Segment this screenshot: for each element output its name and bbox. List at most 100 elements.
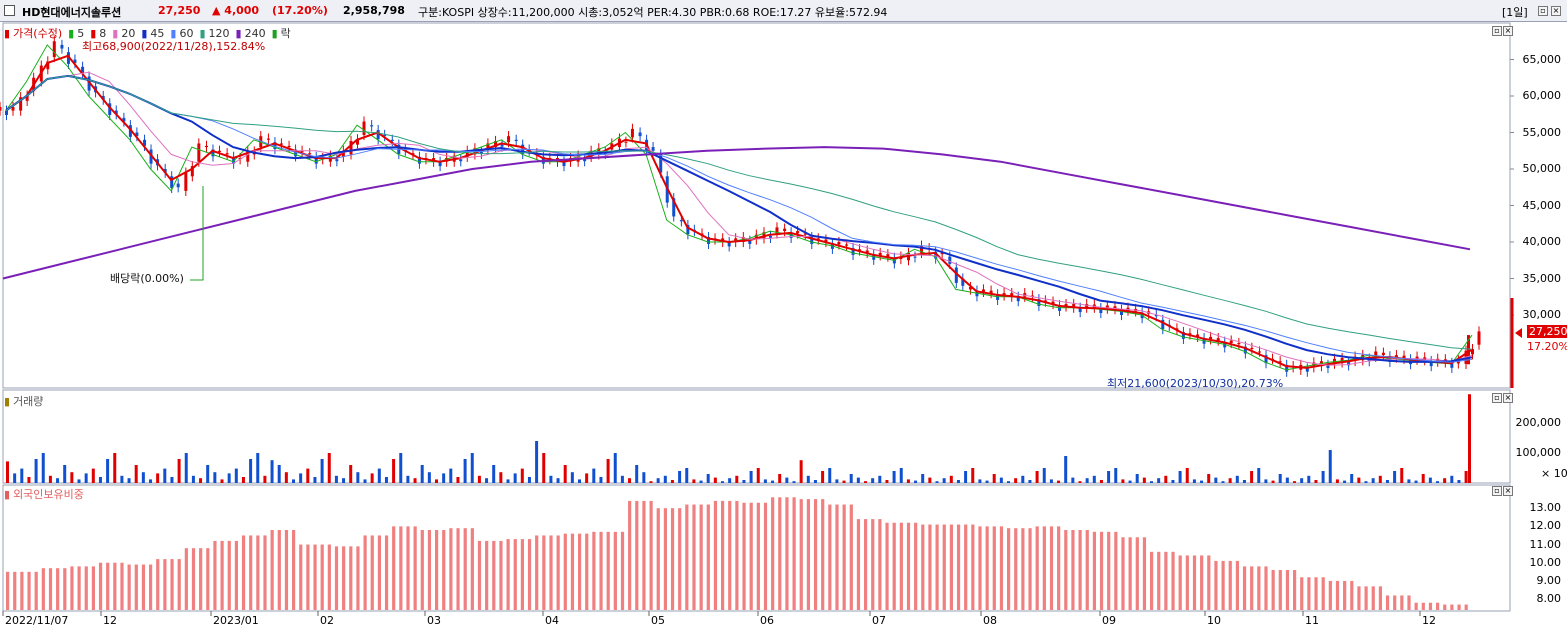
volume-bar bbox=[1200, 480, 1204, 483]
foreign-bar bbox=[456, 528, 460, 610]
panel-close-icon[interactable]: × bbox=[1503, 26, 1513, 36]
volume-bar bbox=[477, 475, 481, 483]
volume-bar bbox=[20, 468, 24, 483]
price-pointer bbox=[1515, 328, 1522, 338]
period-button[interactable]: [1일] bbox=[1502, 6, 1528, 19]
candle-body bbox=[1037, 299, 1041, 306]
candle-body bbox=[73, 59, 77, 64]
volume-bar bbox=[1049, 479, 1053, 483]
panel-max-icon[interactable]: ▫ bbox=[1492, 26, 1502, 36]
volume-max-icon[interactable]: ▫ bbox=[1492, 393, 1502, 403]
price-tick-label: 55,000 bbox=[1522, 125, 1562, 139]
volume-bar bbox=[1235, 475, 1239, 483]
foreign-bar bbox=[921, 524, 925, 610]
candle-body bbox=[1237, 342, 1241, 345]
candle-body bbox=[259, 136, 263, 148]
foreign-max-icon[interactable]: ▫ bbox=[1492, 486, 1502, 496]
foreign-bar bbox=[506, 539, 510, 610]
foreign-bar bbox=[713, 500, 718, 610]
x-tick-label: 07 bbox=[872, 614, 886, 627]
foreign-bar bbox=[778, 497, 782, 610]
foreign-bar bbox=[1171, 551, 1175, 610]
volume-bar bbox=[392, 459, 396, 483]
candle-body bbox=[954, 267, 958, 283]
volume-bar bbox=[356, 472, 360, 483]
select-checkbox[interactable] bbox=[4, 5, 15, 16]
candle-body bbox=[390, 139, 394, 142]
volume-bar bbox=[327, 453, 331, 483]
volume-bar bbox=[1357, 477, 1361, 483]
volume-bar bbox=[1114, 468, 1118, 483]
volume-close-icon[interactable]: × bbox=[1503, 393, 1513, 403]
foreign-bar bbox=[578, 533, 582, 610]
volume-legend: ▮ 거래량 bbox=[4, 395, 44, 408]
volume-bar bbox=[1171, 480, 1175, 483]
foreign-bar bbox=[685, 504, 689, 610]
volume-bar bbox=[663, 475, 667, 483]
foreign-bar bbox=[763, 502, 768, 610]
volume-bar bbox=[1042, 468, 1046, 483]
foreign-bar bbox=[120, 562, 124, 610]
foreign-bar bbox=[370, 535, 374, 610]
candle-body bbox=[52, 41, 56, 58]
foreign-bar bbox=[492, 540, 496, 610]
candle-body bbox=[500, 144, 504, 147]
foreign-bar bbox=[156, 559, 160, 610]
legend-item-6: ▮ 120 bbox=[199, 27, 230, 40]
volume-legend-label: 거래량 bbox=[13, 395, 44, 408]
foreign-tick-label: 13.00 bbox=[1529, 501, 1562, 515]
foreign-bar bbox=[1057, 526, 1061, 610]
volume-bar bbox=[156, 473, 160, 483]
candle-body bbox=[1043, 300, 1047, 302]
candle-body bbox=[494, 141, 498, 148]
volume-bar bbox=[184, 453, 188, 483]
foreign-bar bbox=[892, 522, 896, 610]
x-tick-label: 04 bbox=[545, 614, 559, 627]
volume-bar bbox=[1293, 481, 1296, 483]
volume-bar bbox=[1414, 480, 1418, 483]
candle-body bbox=[865, 250, 869, 253]
company-name: HD현대에너지솔루션 bbox=[22, 6, 122, 19]
foreign-bar bbox=[792, 497, 796, 610]
volume-bar bbox=[1407, 479, 1411, 483]
volume-bar bbox=[77, 479, 81, 483]
volume-bar bbox=[370, 473, 374, 483]
candle-body bbox=[948, 256, 952, 264]
volume-bar bbox=[742, 480, 746, 483]
volume-bar bbox=[1178, 471, 1182, 483]
candle-body bbox=[1229, 340, 1233, 343]
foreign-bar bbox=[1207, 555, 1211, 610]
candle-body bbox=[204, 145, 208, 148]
foreign-bar bbox=[849, 504, 853, 610]
foreign-bar bbox=[1192, 555, 1197, 610]
volume-bar bbox=[1085, 478, 1089, 483]
foreign-bar bbox=[1343, 580, 1347, 610]
volume-bar bbox=[1371, 478, 1375, 483]
restore-icon[interactable]: ▫ bbox=[1538, 6, 1548, 16]
volume-bar bbox=[120, 475, 124, 483]
foreign-bar bbox=[1028, 528, 1032, 610]
foreign-bar bbox=[613, 531, 617, 610]
foreign-close-icon[interactable]: × bbox=[1503, 486, 1513, 496]
candle-body bbox=[294, 149, 298, 157]
volume-bar bbox=[1364, 481, 1368, 483]
candle-body bbox=[349, 141, 353, 155]
foreign-bar bbox=[749, 502, 753, 610]
foreign-bar bbox=[284, 530, 289, 610]
foreign-bar bbox=[70, 566, 74, 610]
foreign-bar bbox=[706, 504, 710, 610]
close-icon[interactable]: × bbox=[1551, 6, 1561, 16]
volume-bar bbox=[292, 479, 295, 483]
legend-item-7: ▮ 240 bbox=[235, 27, 266, 40]
foreign-bar bbox=[1278, 570, 1282, 610]
volume-bar bbox=[699, 480, 703, 483]
candle-body bbox=[459, 159, 463, 162]
foreign-bar bbox=[1164, 551, 1168, 610]
volume-bar bbox=[885, 480, 889, 483]
title-bar: HD현대에너지솔루션 27,250 ▲ 4,000 (17.20%) 2,958… bbox=[0, 0, 1567, 22]
foreign-bar bbox=[1178, 555, 1182, 610]
candle-body bbox=[217, 150, 221, 152]
foreign-bar bbox=[1185, 555, 1189, 610]
volume-bar bbox=[227, 473, 231, 483]
volume-bar bbox=[1035, 471, 1039, 483]
